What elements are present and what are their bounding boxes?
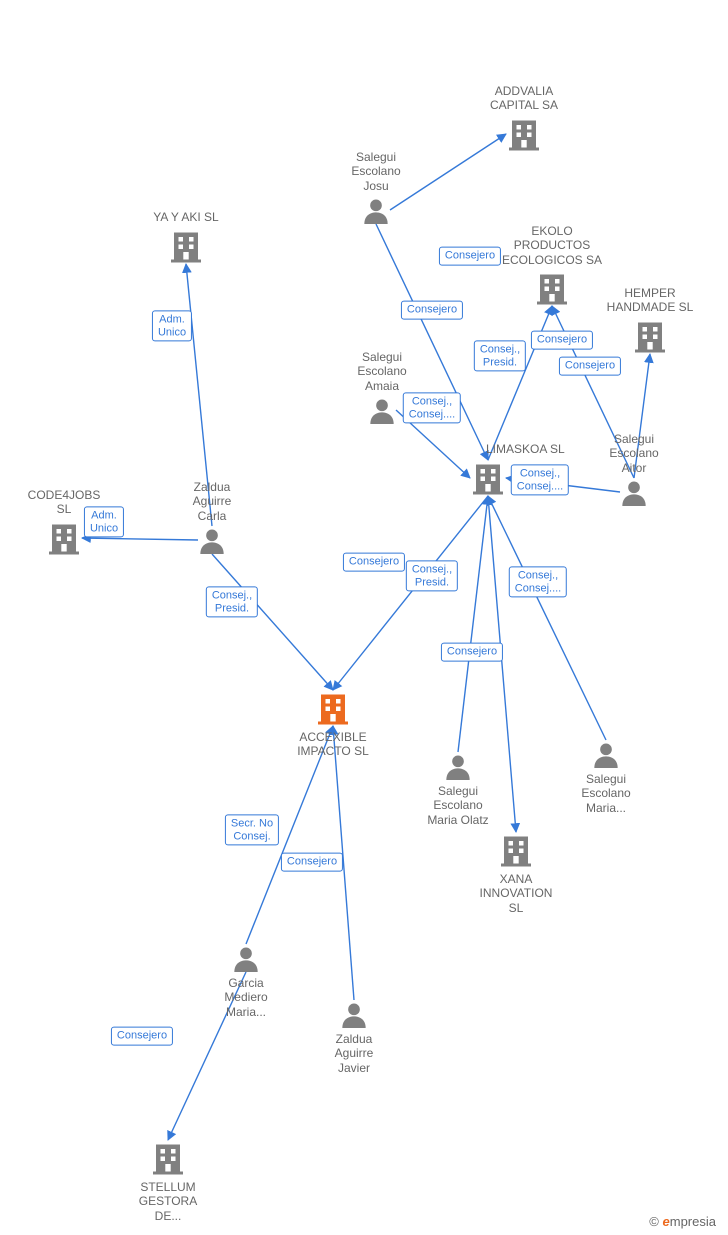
relationship-edge — [186, 264, 212, 526]
relationship-edge — [333, 726, 354, 1000]
relationship-edge — [458, 496, 488, 752]
person-icon[interactable] — [362, 196, 390, 224]
brand-e: e — [663, 1214, 670, 1229]
building-icon[interactable] — [534, 270, 570, 306]
building-icon[interactable] — [506, 116, 542, 152]
building-icon[interactable] — [498, 832, 534, 868]
person-icon[interactable] — [620, 478, 648, 506]
brand-rest: mpresia — [670, 1214, 716, 1229]
person-icon[interactable] — [592, 740, 620, 768]
relationship-edge — [212, 554, 333, 690]
copyright-symbol: © — [649, 1214, 659, 1229]
relationship-edge — [552, 306, 634, 478]
building-icon[interactable] — [470, 460, 506, 496]
relationship-edge — [376, 224, 488, 460]
relationship-edge — [634, 354, 650, 478]
person-icon[interactable] — [444, 752, 472, 780]
relationship-edge — [333, 496, 488, 690]
person-icon[interactable] — [368, 396, 396, 424]
person-icon[interactable] — [232, 944, 260, 972]
network-graph — [0, 0, 728, 1235]
relationship-edge — [488, 306, 552, 460]
person-icon[interactable] — [198, 526, 226, 554]
relationship-edge — [396, 410, 470, 478]
relationship-edge — [506, 478, 620, 492]
relationship-edge — [168, 972, 246, 1140]
building-icon[interactable] — [315, 690, 351, 726]
copyright-credit: © empresia — [649, 1214, 716, 1229]
relationship-edge — [246, 726, 333, 944]
building-icon[interactable] — [46, 520, 82, 556]
building-icon[interactable] — [150, 1140, 186, 1176]
relationship-edge — [390, 134, 506, 210]
building-icon[interactable] — [168, 228, 204, 264]
person-icon[interactable] — [340, 1000, 368, 1028]
relationship-edge — [82, 538, 198, 540]
building-icon[interactable] — [632, 318, 668, 354]
